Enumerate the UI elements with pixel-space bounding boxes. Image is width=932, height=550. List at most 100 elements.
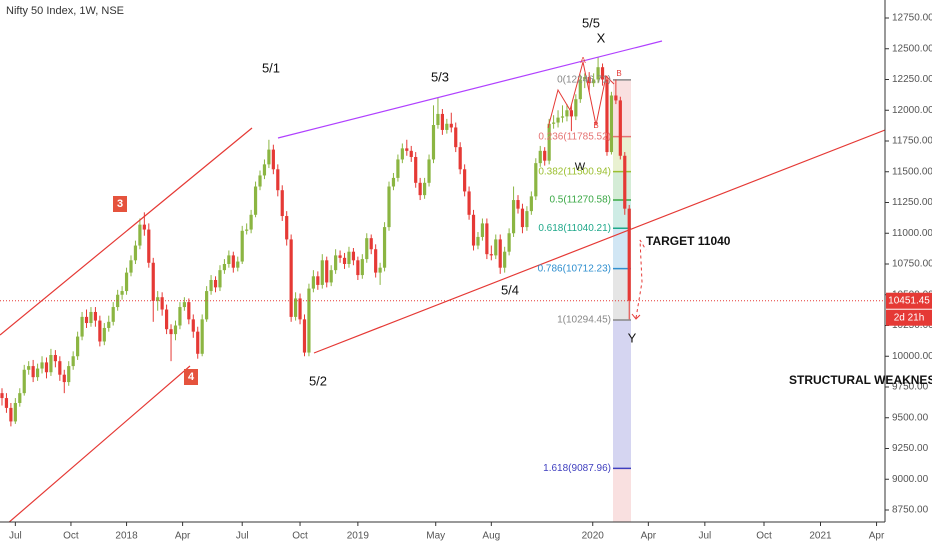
candle-body bbox=[427, 159, 431, 183]
chart-title: Nifty 50 Index, 1W, NSE bbox=[6, 5, 124, 17]
candle-body bbox=[9, 407, 13, 422]
candle-body bbox=[71, 356, 75, 367]
fib-band bbox=[613, 199, 631, 229]
x-tick-label: Apr bbox=[641, 531, 657, 542]
wave-label: Y bbox=[628, 330, 637, 345]
wave-label: 5/5 bbox=[582, 15, 600, 30]
candle-body bbox=[222, 264, 227, 271]
drawings bbox=[0, 40, 885, 522]
wave-label: 5/4 bbox=[501, 282, 519, 297]
candle-body bbox=[574, 99, 578, 117]
candle-body bbox=[164, 309, 169, 330]
candle-body bbox=[356, 260, 360, 276]
candle-body bbox=[49, 355, 53, 373]
candles bbox=[0, 57, 631, 427]
candle-body bbox=[525, 211, 529, 228]
y-tick-label: 11750.00 bbox=[892, 136, 932, 147]
candle-body bbox=[298, 298, 302, 320]
candle-body bbox=[534, 163, 538, 197]
channel-lower bbox=[8, 365, 191, 522]
candle-body bbox=[102, 327, 106, 342]
candle-body bbox=[151, 262, 155, 301]
candle-body bbox=[618, 100, 622, 156]
candle-body bbox=[182, 302, 186, 308]
wave-label: 4 bbox=[188, 371, 195, 383]
candle-body bbox=[245, 229, 249, 231]
candle-body bbox=[44, 362, 49, 373]
candle-body bbox=[27, 366, 31, 370]
candle-body bbox=[422, 182, 427, 196]
candle-body bbox=[511, 200, 516, 234]
candle-body bbox=[551, 122, 556, 124]
annotation: STRUCTURAL WEAKNESS bbox=[789, 373, 932, 387]
candle-body bbox=[213, 279, 218, 288]
candle-body bbox=[338, 255, 342, 258]
candle-body bbox=[18, 393, 22, 403]
candle-body bbox=[614, 95, 618, 101]
candle-body bbox=[4, 398, 9, 408]
candle-body bbox=[62, 374, 66, 383]
x-tick-label: Oct bbox=[756, 531, 772, 542]
candle-body bbox=[485, 223, 489, 255]
candle-body bbox=[414, 156, 418, 183]
candle-body bbox=[253, 186, 258, 215]
candle-body bbox=[529, 196, 533, 212]
candle-body bbox=[507, 233, 511, 252]
candle-body bbox=[84, 316, 89, 324]
candle-body bbox=[463, 169, 467, 192]
candle-body bbox=[285, 216, 289, 240]
candle-body bbox=[503, 251, 507, 268]
candle-body bbox=[191, 319, 195, 332]
price-tag-label: 10451.45 bbox=[888, 295, 930, 306]
x-tick-label: 2021 bbox=[809, 531, 832, 542]
fib-label: 0.236(11785.52) bbox=[538, 131, 611, 142]
candle-body bbox=[387, 186, 391, 228]
x-tick-label: Oct bbox=[292, 531, 308, 542]
candle-body bbox=[498, 239, 502, 268]
y-tick-label: 11500.00 bbox=[892, 166, 932, 177]
candle-body bbox=[276, 169, 280, 191]
candle-body bbox=[516, 200, 520, 209]
candle-body bbox=[67, 366, 71, 383]
candle-body bbox=[374, 249, 378, 273]
candle-body bbox=[22, 369, 26, 394]
y-tick-label: 10000.00 bbox=[892, 351, 932, 362]
fib-label: 1.618(9087.96) bbox=[543, 463, 611, 474]
x-tick-label: Jul bbox=[9, 531, 22, 542]
candle-body bbox=[400, 148, 404, 160]
candle-body bbox=[360, 259, 364, 276]
wave-box bbox=[184, 369, 198, 385]
candle-body bbox=[476, 236, 480, 246]
y-tick-label: 9000.00 bbox=[892, 474, 929, 485]
fib-label: 0.382(11500.94) bbox=[538, 166, 611, 177]
x-tick-label: 2019 bbox=[347, 531, 370, 542]
y-tick-label: 8750.00 bbox=[892, 505, 929, 516]
candle-body bbox=[58, 361, 62, 375]
support-line bbox=[313, 129, 885, 354]
y-tick-label: 9750.00 bbox=[892, 382, 929, 393]
candle-body bbox=[378, 267, 382, 273]
fib-band bbox=[613, 228, 631, 269]
wave-box bbox=[113, 196, 127, 212]
candle-body bbox=[271, 149, 275, 170]
candle-body bbox=[471, 214, 476, 246]
candle-body bbox=[609, 95, 614, 153]
candle-body bbox=[133, 245, 138, 261]
candle-body bbox=[160, 297, 164, 310]
candle-body bbox=[138, 224, 142, 246]
candle-body bbox=[187, 302, 191, 320]
candle-body bbox=[605, 79, 609, 153]
pattern-point: A bbox=[580, 56, 586, 65]
candle-body bbox=[538, 150, 542, 164]
candle-body bbox=[258, 175, 262, 187]
candle-body bbox=[262, 164, 267, 176]
candle-body bbox=[231, 255, 235, 268]
candle-body bbox=[218, 270, 222, 288]
candle-body bbox=[418, 182, 422, 196]
candle-body bbox=[547, 123, 551, 161]
wave-label: 5/1 bbox=[262, 60, 280, 75]
fib-band bbox=[613, 171, 631, 200]
candle-body bbox=[205, 291, 209, 320]
price-tag bbox=[886, 292, 932, 309]
